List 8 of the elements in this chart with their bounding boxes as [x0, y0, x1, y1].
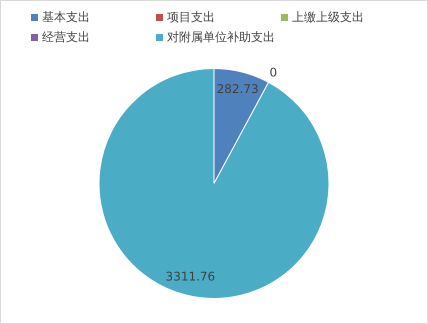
legend-label: 经营支出 — [41, 29, 91, 46]
text: 0 — [269, 66, 278, 80]
data-label: 282.73 — [216, 82, 259, 96]
legend-label: 基本支出 — [41, 9, 91, 26]
legend-label: 上缴上级支出 — [291, 9, 365, 26]
legend-label: 对附属单位补助支出 — [166, 29, 276, 46]
data-label: 3311.76 — [166, 269, 216, 284]
legend-label: 项目支出 — [166, 9, 216, 26]
